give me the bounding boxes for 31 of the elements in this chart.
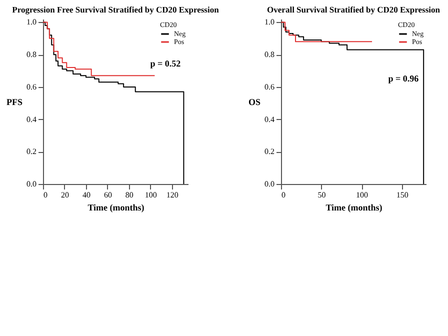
x-tick-label: 0: [44, 190, 48, 200]
y-tick-label: 0.0: [264, 180, 274, 188]
chart-title: Overall Survival Stratified by CD20 Expression: [267, 4, 440, 15]
x-tick-label: 120: [166, 190, 178, 200]
y-tick-label: 1.0: [264, 18, 274, 27]
y-axis-title: PFS: [6, 97, 22, 107]
y-tick-label: 0.8: [264, 50, 274, 60]
y-tick-label: 1.0: [26, 18, 36, 27]
x-tick-label: 100: [356, 190, 368, 200]
x-axis-title: Time (months): [326, 202, 382, 212]
x-tick-label: 20: [60, 190, 69, 200]
chart-title: Progression Free Survival Stratified by CD20 Expression: [12, 4, 220, 15]
y-tick-label: 0.0: [26, 180, 36, 188]
y-tick-label: 0.2: [264, 147, 274, 156]
y-tick-label: 0.6: [264, 82, 274, 92]
x-tick-label: 100: [144, 190, 157, 200]
annotation: p = 0.52: [150, 58, 182, 69]
x-tick-label: 40: [82, 190, 90, 200]
y-tick-label: 0.4: [264, 114, 274, 124]
annotation: p = 0.96: [388, 73, 420, 84]
x-tick-label: 60: [104, 190, 112, 200]
y-axis-title: OS: [248, 97, 260, 107]
x-tick-label: 150: [396, 190, 408, 200]
y-tick-label: 0.4: [26, 114, 36, 124]
x-tick-label: 80: [125, 190, 134, 200]
x-axis-title: Time (months): [88, 202, 144, 212]
y-tick-label: 0.6: [26, 82, 36, 92]
y-tick-label: 0.2: [26, 147, 36, 156]
x-tick-label: 50: [318, 190, 326, 200]
y-tick-label: 0.8: [26, 50, 36, 60]
x-tick-label: 0: [282, 190, 286, 200]
